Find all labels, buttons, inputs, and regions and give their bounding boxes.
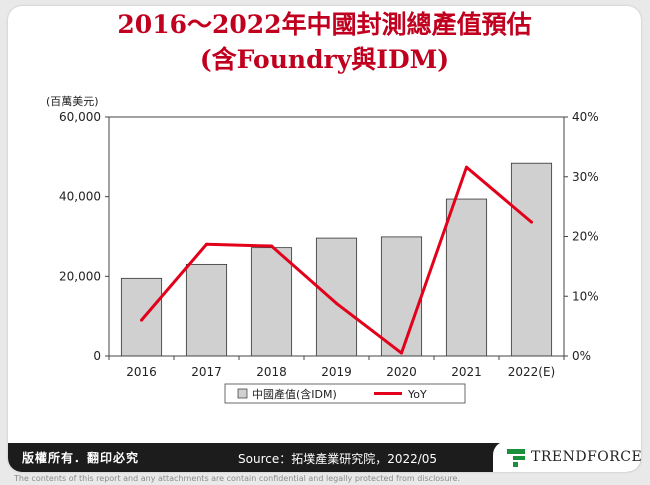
yoy-point-2020 xyxy=(400,351,403,355)
yoy-point-2018 xyxy=(270,244,273,248)
bar-2021 xyxy=(445,198,488,357)
yoy-point-2016 xyxy=(140,318,143,322)
trendforce-logo-icon xyxy=(507,449,525,467)
trendforce-logo: TRENDFORCE xyxy=(493,441,641,472)
right-tick-label: 0% xyxy=(572,349,591,363)
legend-label-bar: 中國產值(含IDM) xyxy=(252,387,337,401)
report-card: 2016～2022年中國封測總產值預估 (含Foundry與IDM) 0 20,0… xyxy=(8,6,641,472)
y-axis-label: (百萬美元) xyxy=(46,95,99,108)
legend-box xyxy=(224,383,466,404)
chart-subtitle: (含Foundry與IDM) xyxy=(199,45,450,74)
right-tick-label: 30% xyxy=(572,170,599,184)
bar-2022(E) xyxy=(510,162,553,357)
right-axis-ticks: 0% 10% 20% 30% 40% xyxy=(564,110,599,363)
left-tick-label: 60,000 xyxy=(59,110,101,124)
source-text: Source：拓墣產業研究院，2022/05 xyxy=(238,452,438,466)
right-tick-label: 10% xyxy=(572,289,599,303)
bar-2018 xyxy=(250,247,293,357)
x-tick-label: 2018 xyxy=(256,365,287,379)
bar-2017 xyxy=(185,263,228,357)
legend-label-line: YoY xyxy=(407,388,427,401)
yoy-point-2021 xyxy=(465,165,468,169)
yoy-point-2017 xyxy=(205,242,208,246)
bar-2019 xyxy=(315,237,358,357)
x-tick-label: 2017 xyxy=(191,365,222,379)
x-tick-label: 2020 xyxy=(386,365,417,379)
chart-title: 2016～2022年中國封測總產值預估 xyxy=(117,10,532,39)
copyright-text: 版權所有．翻印必究 xyxy=(22,451,140,465)
disclaimer-text: The contents of this report and any atta… xyxy=(14,474,460,483)
left-tick-label: 40,000 xyxy=(59,190,101,204)
bar-2016 xyxy=(120,277,163,357)
x-tick-label: 2016 xyxy=(126,365,157,379)
bar-series xyxy=(120,162,553,357)
right-tick-label: 20% xyxy=(572,230,599,244)
x-tick-label: 2021 xyxy=(451,365,482,379)
left-tick-label: 20,000 xyxy=(59,269,101,283)
yoy-point-2019 xyxy=(335,301,338,305)
left-axis-ticks: 0 20,000 40,000 60,000 xyxy=(59,110,109,363)
x-tick-label: 2019 xyxy=(321,365,352,379)
left-tick-label: 0 xyxy=(93,349,101,363)
brand-name: TRENDFORCE xyxy=(531,449,641,465)
yoy-point-2022(E) xyxy=(530,220,533,224)
footer-bar: 版權所有．翻印必究 Source：拓墣產業研究院，2022/05 TRENDFO… xyxy=(8,441,641,472)
x-tick-label: 2022(E) xyxy=(508,365,555,379)
line-series xyxy=(140,165,533,355)
x-axis-ticks: 2016 2017 2018 2019 2020 2021 2022(E) xyxy=(108,356,565,379)
legend-swatch-bar xyxy=(237,388,248,399)
legend: 中國產值(含IDM) YoY xyxy=(224,383,466,404)
bar-2020 xyxy=(380,236,423,357)
right-tick-label: 40% xyxy=(572,110,599,124)
